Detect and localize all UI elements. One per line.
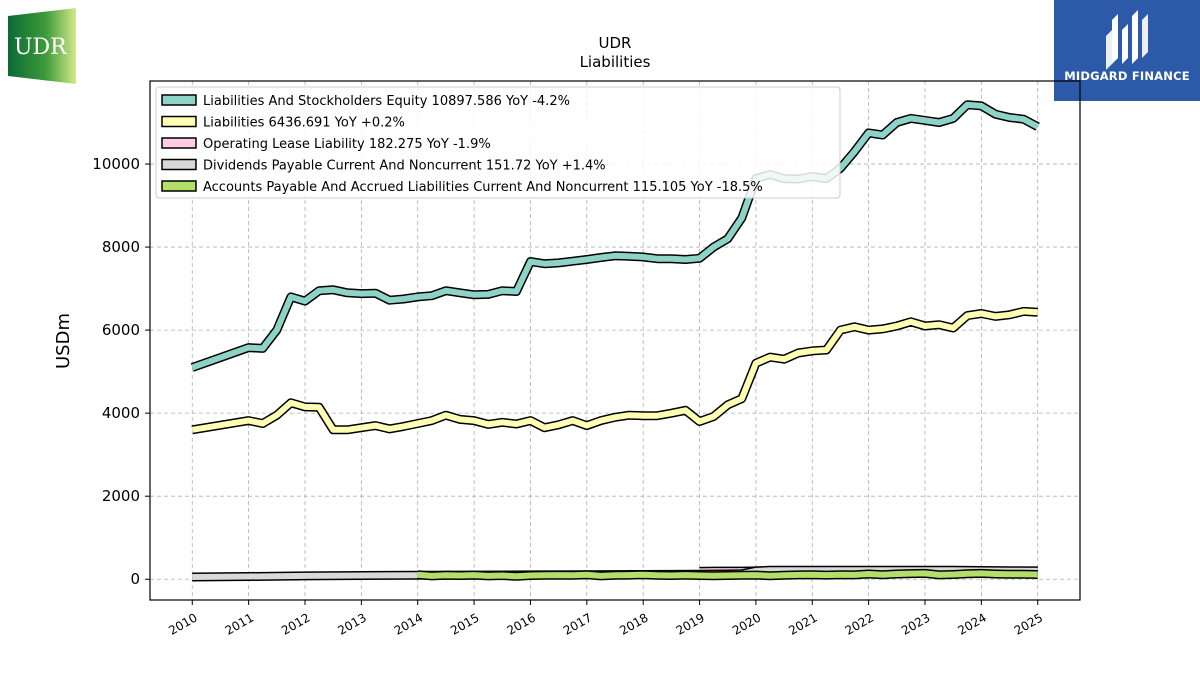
x-tick-label: 2010 <box>166 610 199 637</box>
y-tick-label: 4000 <box>102 404 140 422</box>
series-line <box>191 101 1040 371</box>
legend-swatch <box>161 94 197 106</box>
x-tick-label: 2023 <box>899 610 932 637</box>
legend-item: Liabilities And Stockholders Equity 1089… <box>161 94 570 109</box>
y-tick-label: 2000 <box>102 487 140 505</box>
y-tick-label: 0 <box>130 570 140 588</box>
x-axis-ticks: 2010 2011 2012 2013 2014 2015 2016 2017 2018 2019… <box>166 600 1045 638</box>
legend-swatch <box>161 137 197 149</box>
x-tick-label: 2013 <box>335 610 368 637</box>
y-tick-label: 8000 <box>102 238 140 256</box>
midgard-finance-text: MIDGARD FINANCE <box>1064 69 1190 83</box>
x-tick-label: 2018 <box>617 610 650 637</box>
y-axis-ticks: 0 2000 4000 6000 8000 10000 <box>92 155 150 588</box>
legend-swatch <box>161 180 197 192</box>
x-tick-label: 2016 <box>505 610 538 637</box>
plot-frame <box>149 80 1081 601</box>
x-tick-label: 2014 <box>392 610 425 637</box>
y-tick-label: 6000 <box>102 321 140 339</box>
x-tick-label: 2015 <box>448 610 481 637</box>
x-tick-label: 2024 <box>955 610 988 637</box>
midgard-finance-logo: MIDGARD FINANCE <box>1054 0 1200 101</box>
legend-label: Accounts Payable And Accrued Liabilities… <box>203 180 763 195</box>
x-tick-label: 2022 <box>843 610 876 637</box>
legend-label: Dividends Payable Current And Noncurrent… <box>203 159 606 174</box>
x-tick-label: 2011 <box>223 610 256 637</box>
legend-label: Liabilities And Stockholders Equity 1089… <box>203 94 570 109</box>
series-line <box>191 308 1038 433</box>
x-tick-label: 2021 <box>786 610 819 637</box>
legend-box <box>155 86 841 199</box>
legend: Liabilities And Stockholders Equity 1089… <box>155 86 841 199</box>
chart-subtitle: Liabilities <box>580 53 651 71</box>
legend-item: Dividends Payable Current And Noncurrent… <box>161 158 606 174</box>
y-tick-label: 10000 <box>92 155 140 173</box>
series-1 <box>190 100 1040 372</box>
legend-swatch <box>161 115 197 128</box>
legend-item: Liabilities 6436.691 YoY +0.2% <box>161 115 405 131</box>
x-tick-label: 2017 <box>561 610 594 637</box>
y-axis-label: USDm <box>53 313 74 369</box>
series-lines <box>190 100 1040 582</box>
x-tick-label: 2019 <box>674 610 707 637</box>
x-tick-label: 2012 <box>279 610 312 637</box>
legend-item: Accounts Payable And Accrued Liabilities… <box>161 180 763 195</box>
udr-logo-text: UDR <box>14 35 68 60</box>
legend-swatch <box>161 158 197 171</box>
udr-logo: UDR <box>8 8 76 84</box>
series-5 <box>417 568 1038 581</box>
legend-item: Operating Lease Liability 182.275 YoY -1… <box>161 137 491 152</box>
chart-title: UDR <box>599 34 632 52</box>
series-2 <box>191 306 1038 435</box>
x-tick-label: 2025 <box>1012 610 1045 637</box>
legend-label: Operating Lease Liability 182.275 YoY -1… <box>203 137 491 152</box>
x-tick-label: 2020 <box>730 610 763 637</box>
series-line <box>417 570 1038 580</box>
legend-label: Liabilities 6436.691 YoY +0.2% <box>203 116 405 131</box>
